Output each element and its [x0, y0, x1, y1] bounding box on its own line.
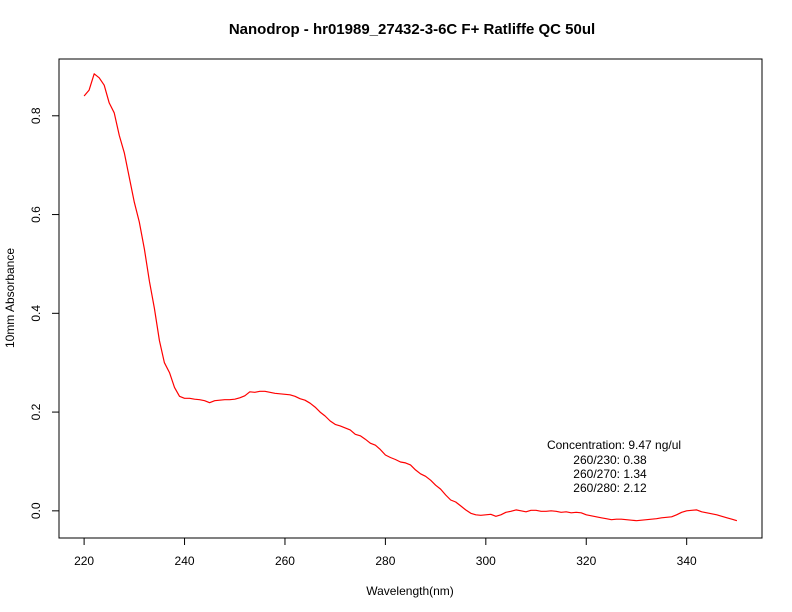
x-tick-label: 260: [275, 554, 295, 568]
x-tick-label: 240: [175, 554, 195, 568]
x-axis: 220 240 260 280 300 320 340: [74, 537, 697, 568]
x-tick-label: 320: [576, 554, 596, 568]
annotation-260-270: 260/270: 1.34: [573, 467, 647, 481]
y-axis-label: 10mm Absorbance: [3, 248, 17, 348]
x-tick-label: 280: [375, 554, 395, 568]
y-tick-label: 0.0: [29, 502, 43, 519]
y-tick-label: 0.2: [29, 403, 43, 420]
y-tick-label: 0.6: [29, 206, 43, 223]
annotation-260-230: 260/230: 0.38: [573, 453, 647, 467]
annotation-concentration: Concentration: 9.47 ng/ul: [547, 438, 681, 452]
y-axis: 0.0 0.2 0.4 0.6 0.8: [29, 107, 60, 519]
x-tick-label: 300: [476, 554, 496, 568]
absorbance-line: [83, 73, 738, 522]
x-tick-label: 220: [74, 554, 94, 568]
y-tick-label: 0.4: [29, 305, 43, 322]
annotation-260-280: 260/280: 2.12: [573, 481, 647, 495]
chart-title: Nanodrop - hr01989_27432-3-6C F+ Ratliff…: [229, 21, 595, 38]
x-axis-label: Wavelength(nm): [366, 584, 454, 598]
plot-frame: [58, 58, 763, 539]
x-tick-label: 340: [677, 554, 697, 568]
series-layer: [83, 73, 738, 522]
stats-annotation: Concentration: 9.47 ng/ul 260/230: 0.38 …: [547, 438, 681, 495]
y-tick-label: 0.8: [29, 107, 43, 124]
